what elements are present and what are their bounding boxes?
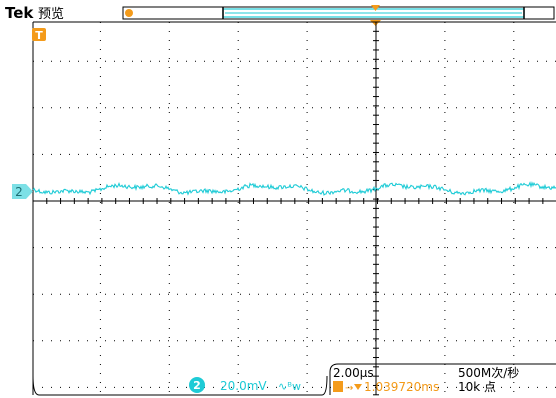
channel-2-ground-marker[interactable]: 2 [12,184,33,199]
graticule [32,21,556,396]
channel-number: 2 [193,379,201,392]
trigger-symbol: T [35,29,43,42]
record-overview-bar[interactable] [122,5,555,20]
timebase-readout[interactable]: 2.00μs 500M次/秒 → 1.039720ms 10k 点 [329,363,556,395]
trigger-arrow-icon: → [345,383,353,394]
mode-label: 预览 [38,6,64,22]
record-trigger-icon [125,9,133,17]
channel-2-trace [32,181,556,196]
channel-readout[interactable]: 2 20.0mV ∿ᴮw [32,375,328,396]
channel-scale: 20.0mV [220,379,267,393]
trigger-position: 1.039720ms [364,380,439,394]
record-position-arrow-icon [371,5,380,11]
channel-number-badge [189,377,205,393]
coupling-icon: ∿ᴮw [278,380,301,393]
trigger-position-icon [333,381,343,392]
time-per-div: 2.00μs [333,366,374,380]
trigger-level-marker[interactable]: T [32,28,46,42]
trigger-down-arrow-icon [354,384,362,390]
record-length: 10k 点 [458,380,496,394]
channel-badge-text: 2 [15,185,23,199]
brand-label: Tek [5,4,34,22]
sample-rate: 500M次/秒 [458,366,519,380]
